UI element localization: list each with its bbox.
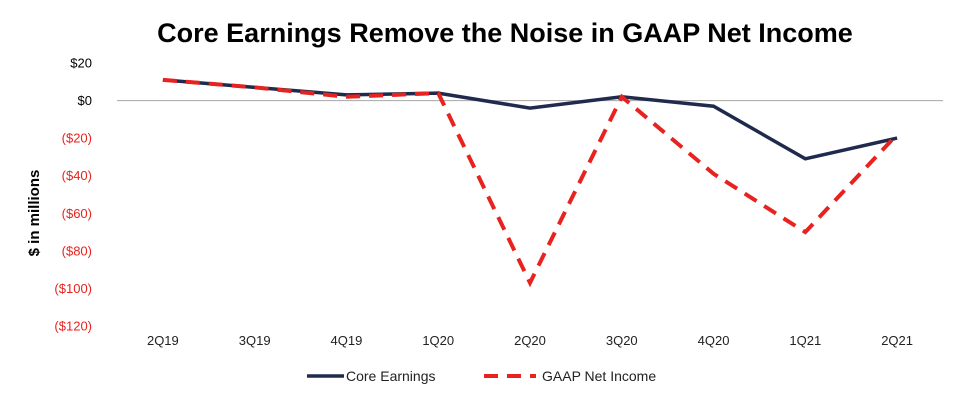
y-tick-label: ($20) <box>62 131 92 146</box>
x-tick-label: 1Q21 <box>789 333 821 348</box>
y-tick-label: ($40) <box>62 168 92 183</box>
legend-label-core-earnings: Core Earnings <box>346 368 436 384</box>
series-line-gaap-net-income <box>162 77 899 288</box>
y-tick-label: $0 <box>78 93 92 108</box>
y-tick-label: $20 <box>70 56 92 71</box>
series-line-core-earnings <box>162 78 898 161</box>
y-tick-label: ($100) <box>54 281 92 296</box>
x-tick-label: 4Q20 <box>698 333 730 348</box>
series-lines <box>162 77 899 288</box>
x-tick-label: 3Q20 <box>606 333 638 348</box>
legend: Core Earnings GAAP Net Income <box>307 368 656 384</box>
y-tick-label: ($120) <box>54 319 92 334</box>
x-axis: 2Q19 3Q19 4Q19 1Q20 2Q20 3Q20 4Q20 1Q21 2Q21 <box>147 333 913 348</box>
chart-title: Core Earnings Remove the Noise in GAAP N… <box>157 18 853 48</box>
x-tick-label: 2Q19 <box>147 333 179 348</box>
x-tick-label: 2Q20 <box>514 333 546 348</box>
x-tick-label: 4Q19 <box>331 333 363 348</box>
x-tick-label: 3Q19 <box>239 333 271 348</box>
x-tick-label: 2Q21 <box>881 333 913 348</box>
y-axis-label: $ in millions <box>26 170 43 257</box>
x-tick-label: 1Q20 <box>422 333 454 348</box>
y-tick-label: ($80) <box>62 243 92 258</box>
y-axis: $20 $0 ($20) ($40) ($60) ($80) ($100) ($120) <box>54 56 92 334</box>
legend-label-gaap-net-income: GAAP Net Income <box>542 368 656 384</box>
y-tick-label: ($60) <box>62 206 92 221</box>
